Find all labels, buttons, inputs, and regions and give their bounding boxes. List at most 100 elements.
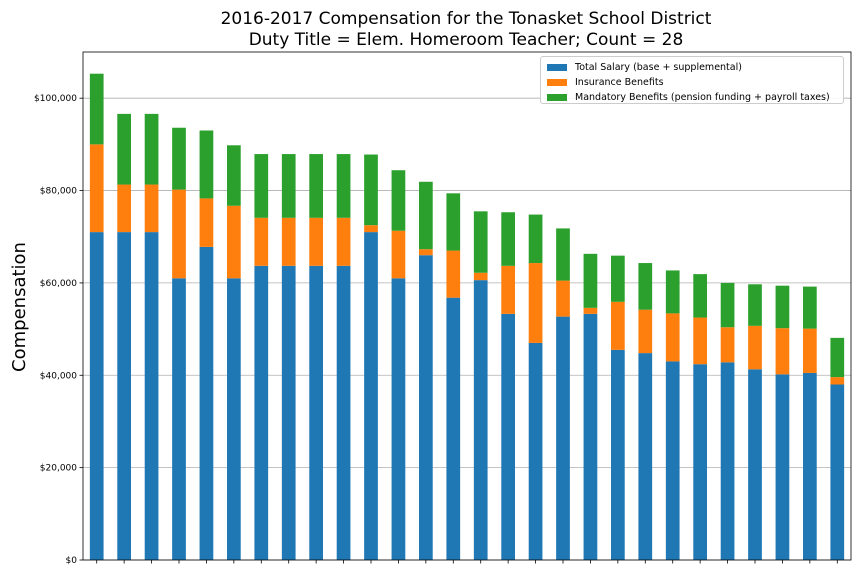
bar-segment-mandatory-10 [336,154,351,218]
bar-segment-mandatory-1 [89,73,104,145]
bar-segment-insurance-13 [419,249,433,256]
bar-segment-insurance-28 [830,377,845,385]
bar-segment-insurance-9 [309,217,323,266]
plot-frame [82,51,852,561]
bar-segment-insurance-25 [748,325,762,370]
bar-segment-mandatory-13 [419,181,433,250]
bar-segment-salary-17 [528,342,543,560]
bar-segment-salary-8 [281,265,296,560]
bar-segment-insurance-24 [720,327,735,363]
y-tick-label: $40,000 [40,371,77,381]
bar-segment-salary-28 [830,384,845,560]
bar-segment-mandatory-9 [309,154,323,218]
bar-segment-insurance-21 [638,309,653,354]
bar-segment-mandatory-5 [199,130,214,199]
bar-segment-insurance-23 [693,317,707,365]
legend-label-insurance: Insurance Benefits [575,76,664,88]
bar-segment-insurance-11 [364,225,378,233]
bar-segment-insurance-18 [556,280,570,317]
bar-segment-salary-22 [665,361,680,560]
legend: Total Salary (base + supplemental) Insur… [540,56,844,104]
bar-segment-mandatory-17 [528,214,543,264]
legend-item-salary: Total Salary (base + supplemental) [547,60,837,74]
bar-segment-insurance-7 [254,217,269,266]
bar-segment-insurance-26 [775,328,790,375]
bar-segment-mandatory-22 [665,270,680,314]
bar-segment-mandatory-11 [364,154,378,226]
legend-label-mandatory: Mandatory Benefits (pension funding + pa… [575,91,830,103]
bar-segment-salary-3 [144,232,159,561]
y-axis-label: Compensation [9,242,30,372]
bar-segment-insurance-2 [117,184,131,233]
bar-segment-salary-1 [89,232,104,561]
bar-segment-insurance-27 [803,328,817,373]
bar-segment-salary-7 [254,265,269,560]
bar-segment-mandatory-7 [254,154,269,218]
bar-segment-mandatory-25 [748,284,762,326]
legend-swatch-mandatory [547,93,567,101]
legend-swatch-salary [547,63,567,71]
bar-segment-salary-9 [309,265,323,560]
bar-segment-mandatory-26 [775,285,790,329]
bar-segment-salary-5 [199,246,214,560]
bar-segment-mandatory-21 [638,263,653,310]
bar-segment-insurance-19 [583,307,598,314]
bar-segment-insurance-20 [611,301,625,350]
bar-segment-salary-10 [336,265,351,560]
gridlines [83,97,851,561]
chart-title-line1: 2016-2017 Compensation for the Tonasket … [220,9,712,29]
bar-segment-salary-26 [775,374,790,560]
bar-segment-insurance-10 [336,217,351,266]
bar-segment-salary-2 [117,232,131,561]
axes: $0 $20,000 $40,000 $60,000 $80,000 $100,000 [34,51,852,566]
bar-segment-salary-6 [227,278,241,560]
bar-segment-insurance-1 [89,144,104,233]
bar-segment-mandatory-20 [611,255,625,302]
bars [89,73,845,561]
legend-item-mandatory: Mandatory Benefits (pension funding + pa… [547,90,837,104]
bar-segment-insurance-6 [227,205,241,279]
bar-segment-insurance-15 [473,272,488,281]
bar-segment-mandatory-16 [501,212,515,266]
bar-segment-salary-21 [638,353,653,560]
bar-segment-mandatory-2 [117,113,131,185]
bar-segment-salary-25 [748,369,762,560]
bar-segment-salary-11 [364,232,378,561]
chart-title-line2: Duty Title = Elem. Homeroom Teacher; Cou… [248,30,684,50]
bar-segment-salary-12 [391,278,406,560]
legend-label-salary: Total Salary (base + supplemental) [575,61,742,73]
bar-segment-salary-14 [446,297,461,560]
bar-segment-insurance-14 [446,250,461,298]
bar-segment-insurance-12 [391,230,406,279]
bar-segment-mandatory-24 [720,282,735,328]
bar-segment-salary-18 [556,316,570,560]
y-tick-label: $100,000 [34,94,77,104]
bar-segment-insurance-3 [144,184,159,233]
bar-segment-mandatory-4 [172,127,186,190]
bar-segment-mandatory-28 [830,337,845,378]
bar-segment-salary-23 [693,364,707,560]
bar-segment-mandatory-3 [144,113,159,185]
y-tick-label: $20,000 [40,464,77,474]
y-tick-label: $60,000 [40,279,77,289]
bar-segment-insurance-22 [665,313,680,362]
bar-segment-salary-15 [473,280,488,560]
bar-segment-salary-4 [172,278,186,560]
bar-segment-salary-20 [611,349,625,560]
bar-segment-salary-27 [803,372,817,560]
y-tick-label: $80,000 [40,187,77,197]
legend-item-insurance: Insurance Benefits [547,75,837,89]
bar-segment-insurance-16 [501,265,515,314]
bar-segment-mandatory-14 [446,193,461,251]
legend-swatch-insurance [547,78,567,86]
bar-segment-mandatory-27 [803,286,817,329]
bar-segment-salary-24 [720,362,735,560]
bar-segment-salary-16 [501,313,515,560]
bar-segment-insurance-4 [172,189,186,279]
y-tick-label: $0 [66,556,78,566]
bar-segment-mandatory-23 [693,274,707,318]
bar-segment-salary-19 [583,313,598,560]
bar-segment-mandatory-18 [556,228,570,281]
